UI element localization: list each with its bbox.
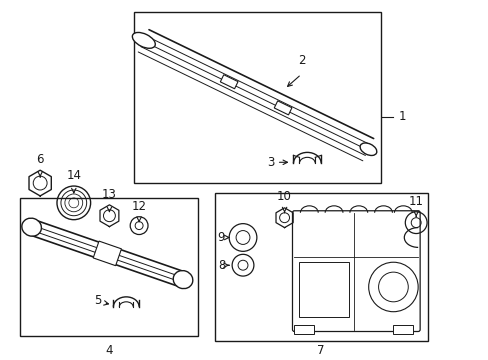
FancyBboxPatch shape — [292, 211, 419, 332]
Text: 8: 8 — [217, 259, 225, 272]
Ellipse shape — [359, 143, 376, 156]
Text: 13: 13 — [102, 188, 117, 201]
Text: 2: 2 — [297, 54, 305, 67]
Text: 14: 14 — [66, 169, 81, 182]
Bar — [220, 75, 238, 89]
Text: 3: 3 — [267, 156, 274, 169]
Text: 12: 12 — [131, 200, 146, 213]
Text: 9: 9 — [217, 231, 225, 244]
Text: 6: 6 — [36, 153, 44, 166]
Ellipse shape — [132, 32, 155, 48]
Bar — [393, 325, 412, 334]
Ellipse shape — [22, 218, 41, 236]
Bar — [294, 325, 314, 334]
Bar — [134, 12, 380, 183]
Text: 1: 1 — [398, 110, 405, 123]
Bar — [299, 262, 348, 317]
Text: 4: 4 — [105, 345, 113, 357]
Text: 11: 11 — [408, 195, 423, 208]
Bar — [215, 193, 427, 341]
Bar — [274, 101, 291, 115]
Text: 10: 10 — [277, 190, 291, 203]
Bar — [93, 241, 121, 266]
Text: 7: 7 — [317, 345, 325, 357]
Text: 5: 5 — [94, 294, 102, 307]
Ellipse shape — [173, 271, 192, 289]
Bar — [20, 198, 198, 337]
